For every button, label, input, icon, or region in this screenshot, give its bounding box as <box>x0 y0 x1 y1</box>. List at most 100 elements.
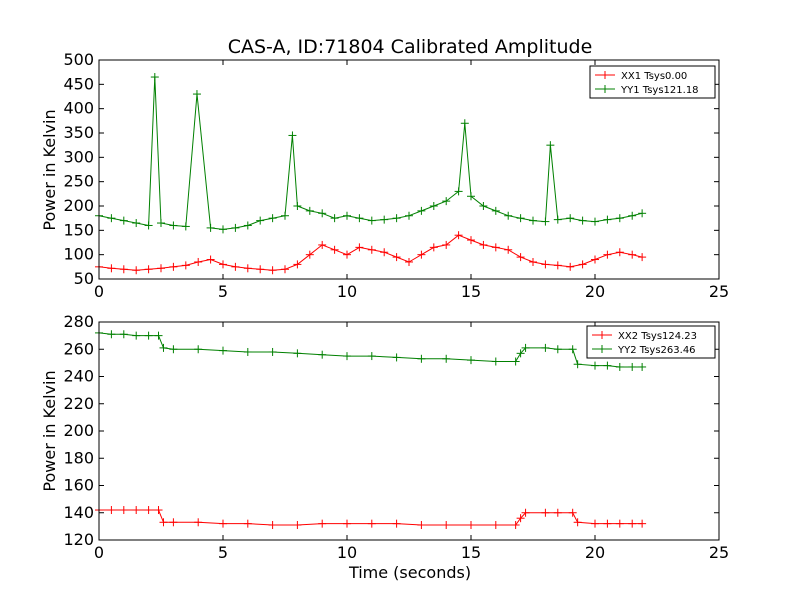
top-legend: XX1 Tsys0.00 YY1 Tsys121.18 <box>589 65 716 99</box>
x-tick-label: 20 <box>585 543 605 562</box>
data-point <box>392 353 401 362</box>
data-point <box>355 214 364 223</box>
data-point <box>454 231 463 240</box>
legend-box <box>586 325 716 359</box>
data-point <box>615 519 624 528</box>
data-point <box>442 240 451 249</box>
data-point <box>491 243 500 252</box>
data-point <box>541 343 550 352</box>
data-point <box>541 217 550 226</box>
data-point <box>628 362 637 371</box>
data-point <box>638 362 647 371</box>
data-point <box>628 250 637 259</box>
data-point <box>578 216 587 225</box>
data-point <box>169 345 178 354</box>
data-point <box>392 519 401 528</box>
data-point <box>219 260 227 269</box>
legend-entry: XX2 Tsys124.23 <box>592 331 697 342</box>
y-tick-label: 160 <box>63 476 94 495</box>
data-point <box>144 331 153 340</box>
data-point <box>541 260 550 269</box>
data-point <box>553 261 562 270</box>
top-plot-frame <box>98 59 720 280</box>
data-point <box>467 236 475 245</box>
data-point <box>504 245 513 254</box>
data-point <box>132 331 141 340</box>
y-tick-label: 200 <box>63 196 94 215</box>
data-point <box>491 521 500 530</box>
data-point <box>615 248 624 257</box>
data-point <box>330 245 339 254</box>
data-point <box>343 250 351 259</box>
data-point <box>159 518 168 527</box>
y-tick-label: 220 <box>63 394 94 413</box>
data-point <box>107 330 116 339</box>
y-tick-label: 100 <box>63 245 94 264</box>
data-point <box>107 506 116 515</box>
data-point <box>504 211 513 220</box>
data-point <box>119 265 128 274</box>
y-tick-label: 140 <box>63 503 94 522</box>
data-point <box>119 506 128 515</box>
bottom-chart: 0 5 10 15 20 25 120 140 160 180 200 220 240 260 280 Po… <box>40 312 729 582</box>
data-point <box>417 354 426 363</box>
data-point <box>169 262 178 271</box>
data-point <box>268 214 277 223</box>
chart-title: CAS-A, ID:71804 Calibrated Amplitude <box>228 36 593 58</box>
data-point <box>293 521 302 530</box>
data-point <box>243 347 252 356</box>
y-tick-label: 260 <box>63 339 94 358</box>
data-point <box>343 352 351 361</box>
bottom-x-axis-label: Time (seconds) <box>348 563 471 582</box>
data-point <box>154 506 163 515</box>
data-point <box>343 211 351 220</box>
x-tick-label: 5 <box>218 543 228 562</box>
y-tick-label: 350 <box>63 123 94 142</box>
top-series-group <box>95 73 647 275</box>
data-point <box>454 187 463 196</box>
data-point <box>392 253 401 262</box>
data-point <box>529 257 537 266</box>
x-tick-label: 5 <box>218 282 228 301</box>
data-point <box>578 260 587 269</box>
data-point <box>573 360 582 369</box>
y-tick-label: 50 <box>74 269 94 288</box>
data-point <box>107 214 116 223</box>
bottom-plot-frame <box>98 321 720 541</box>
y-tick-label: 300 <box>63 147 94 166</box>
data-point <box>603 215 612 224</box>
data-point <box>546 141 555 150</box>
data-point <box>243 519 252 528</box>
data-point <box>529 216 537 225</box>
data-point <box>206 255 215 264</box>
y-tick-label: 250 <box>63 172 94 191</box>
data-point <box>491 357 500 366</box>
legend-entry: YY2 Tsys263.46 <box>592 345 696 356</box>
bottom-y-axis-label: Power in Kelvin <box>40 370 59 491</box>
bottom-series-group <box>95 328 647 530</box>
data-point <box>511 521 520 530</box>
data-point <box>521 508 530 517</box>
data-point <box>442 354 451 363</box>
data-point <box>154 331 163 340</box>
data-point <box>132 506 141 515</box>
data-point <box>511 357 520 366</box>
data-point <box>231 262 240 271</box>
data-point <box>615 214 624 223</box>
data-point <box>219 225 227 234</box>
x-tick-label: 25 <box>709 543 729 562</box>
data-point <box>206 223 215 232</box>
data-point <box>159 343 168 352</box>
data-point <box>603 361 612 370</box>
data-point <box>367 245 376 254</box>
data-point <box>181 222 190 231</box>
data-point <box>566 214 575 223</box>
data-point <box>293 349 302 358</box>
data-point <box>491 206 500 215</box>
data-point <box>516 214 525 223</box>
data-point <box>293 202 302 210</box>
data-point <box>305 250 314 259</box>
y-tick-label: 450 <box>63 74 94 93</box>
data-point <box>256 216 265 225</box>
data-point <box>268 266 277 275</box>
